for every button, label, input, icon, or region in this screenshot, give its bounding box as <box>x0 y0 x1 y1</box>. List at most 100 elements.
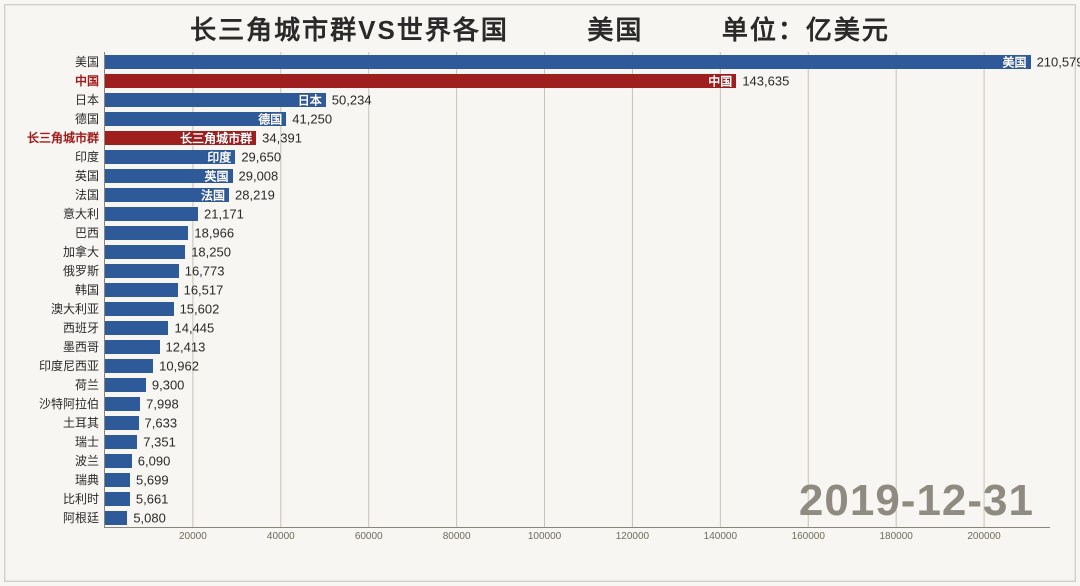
svg-text:100000: 100000 <box>528 531 562 542</box>
bar <box>105 245 185 259</box>
svg-text:120000: 120000 <box>616 531 650 542</box>
y-label: 美国 <box>75 56 99 68</box>
bar-row: 长三角城市群长三角城市群34,391 <box>105 128 1050 147</box>
value-label: 12,413 <box>166 339 206 354</box>
value-label: 29,650 <box>241 149 281 164</box>
bar-row: 俄罗斯16,773 <box>105 261 1050 280</box>
value-label: 6,090 <box>138 453 171 468</box>
bar <box>105 55 1031 69</box>
bar <box>105 302 174 316</box>
bar-row: 巴西18,966 <box>105 223 1050 242</box>
bar <box>105 93 326 107</box>
value-label: 34,391 <box>262 130 302 145</box>
bar <box>105 511 127 525</box>
y-label: 印度 <box>75 151 99 163</box>
bar-row: 波兰6,090 <box>105 451 1050 470</box>
value-label: 16,517 <box>184 282 224 297</box>
value-label: 15,602 <box>180 301 220 316</box>
value-label: 143,635 <box>742 73 789 88</box>
x-axis: 2000040000600008000010000012000014000016… <box>105 527 1050 545</box>
bars-layer: 美国美国210,579中国中国143,635日本日本50,234德国德国41,2… <box>105 52 1050 527</box>
value-label: 7,998 <box>146 396 179 411</box>
value-label: 10,962 <box>159 358 199 373</box>
in-bar-label: 长三角城市群 <box>180 129 252 146</box>
bar-row: 韩国16,517 <box>105 280 1050 299</box>
y-label: 意大利 <box>63 208 99 220</box>
svg-text:180000: 180000 <box>879 531 913 542</box>
value-label: 210,579 <box>1037 54 1080 69</box>
in-bar-label: 中国 <box>708 72 732 89</box>
value-label: 18,250 <box>191 244 231 259</box>
plot-area: 美国美国210,579中国中国143,635日本日本50,234德国德国41,2… <box>104 52 1050 528</box>
bar <box>105 416 139 430</box>
svg-text:200000: 200000 <box>967 531 1001 542</box>
y-label: 德国 <box>75 113 99 125</box>
value-label: 16,773 <box>185 263 225 278</box>
svg-text:80000: 80000 <box>443 531 471 542</box>
in-bar-label: 德国 <box>258 110 282 127</box>
bar <box>105 74 736 88</box>
bar <box>105 397 140 411</box>
bar-row: 德国德国41,250 <box>105 109 1050 128</box>
bar-row: 美国美国210,579 <box>105 52 1050 71</box>
chart-area: 美国美国210,579中国中国143,635日本日本50,234德国德国41,2… <box>32 52 1050 546</box>
value-label: 9,300 <box>152 377 185 392</box>
bar <box>105 473 130 487</box>
bar-row: 日本日本50,234 <box>105 90 1050 109</box>
y-label: 英国 <box>75 170 99 182</box>
svg-text:160000: 160000 <box>792 531 826 542</box>
bar-row: 中国中国143,635 <box>105 71 1050 90</box>
bar-row: 瑞士7,351 <box>105 432 1050 451</box>
value-label: 18,966 <box>194 225 234 240</box>
value-label: 21,171 <box>204 206 244 221</box>
in-bar-label: 英国 <box>204 167 228 184</box>
y-label: 荷兰 <box>75 379 99 391</box>
bar <box>105 435 137 449</box>
bar-row: 意大利21,171 <box>105 204 1050 223</box>
y-label: 韩国 <box>75 284 99 296</box>
bar-row: 澳大利亚15,602 <box>105 299 1050 318</box>
bar-row: 英国英国29,008 <box>105 166 1050 185</box>
bar-row: 印度印度29,650 <box>105 147 1050 166</box>
y-label: 加拿大 <box>63 246 99 258</box>
bar-row: 墨西哥12,413 <box>105 337 1050 356</box>
y-label: 印度尼西亚 <box>39 360 99 372</box>
value-label: 7,633 <box>145 415 178 430</box>
bar <box>105 321 168 335</box>
svg-text:140000: 140000 <box>704 531 738 542</box>
y-label: 波兰 <box>75 455 99 467</box>
bar <box>105 207 198 221</box>
in-bar-label: 法国 <box>201 186 225 203</box>
value-label: 5,661 <box>136 491 169 506</box>
bar-row: 西班牙14,445 <box>105 318 1050 337</box>
svg-text:20000: 20000 <box>179 531 207 542</box>
bar-row: 法国法国28,219 <box>105 185 1050 204</box>
y-label: 土耳其 <box>63 417 99 429</box>
bar-row: 沙特阿拉伯7,998 <box>105 394 1050 413</box>
bar <box>105 283 178 297</box>
y-label: 比利时 <box>63 493 99 505</box>
y-label: 瑞士 <box>75 436 99 448</box>
y-label: 巴西 <box>75 227 99 239</box>
bar-row: 土耳其7,633 <box>105 413 1050 432</box>
y-label: 中国 <box>75 75 99 87</box>
bar <box>105 378 146 392</box>
y-label: 澳大利亚 <box>51 303 99 315</box>
value-label: 41,250 <box>292 111 332 126</box>
value-label: 28,219 <box>235 187 275 202</box>
title-left: 长三角城市群VS世界各国 <box>190 15 509 45</box>
in-bar-label: 美国 <box>1003 53 1027 70</box>
value-label: 7,351 <box>143 434 176 449</box>
y-label: 沙特阿拉伯 <box>39 398 99 410</box>
y-label: 西班牙 <box>63 322 99 334</box>
bar-row: 印度尼西亚10,962 <box>105 356 1050 375</box>
value-label: 14,445 <box>174 320 214 335</box>
y-label: 法国 <box>75 189 99 201</box>
y-label: 日本 <box>75 94 99 106</box>
bar <box>105 340 160 354</box>
bar <box>105 226 188 240</box>
bar-row: 荷兰9,300 <box>105 375 1050 394</box>
svg-text:60000: 60000 <box>355 531 383 542</box>
value-label: 29,008 <box>239 168 279 183</box>
y-label: 阿根廷 <box>63 512 99 524</box>
